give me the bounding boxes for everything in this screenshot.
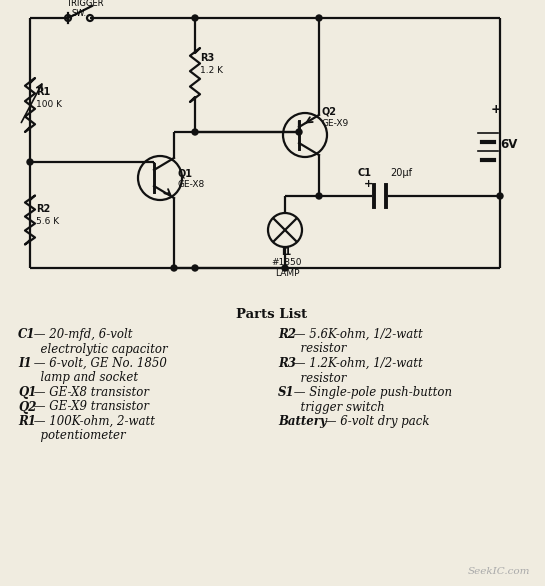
Text: 6V: 6V: [500, 138, 517, 151]
Circle shape: [192, 129, 198, 135]
Text: C1: C1: [358, 168, 372, 178]
Text: 1.2 K: 1.2 K: [200, 66, 223, 75]
Text: #1850: #1850: [271, 258, 301, 267]
Text: — 20-mfd, 6-volt: — 20-mfd, 6-volt: [31, 328, 133, 341]
Text: Q2: Q2: [322, 107, 337, 117]
Text: R1: R1: [18, 415, 36, 428]
Text: potentiometer: potentiometer: [18, 430, 126, 442]
Text: SeekIC.com: SeekIC.com: [468, 567, 530, 576]
Circle shape: [316, 15, 322, 21]
Text: R2: R2: [36, 204, 50, 214]
Text: Parts List: Parts List: [237, 308, 307, 321]
Circle shape: [192, 265, 198, 271]
Text: LAMP: LAMP: [275, 269, 300, 278]
Text: TRIGGER: TRIGGER: [66, 0, 104, 8]
Text: — GE-X9 transistor: — GE-X9 transistor: [31, 400, 149, 414]
Text: R3: R3: [278, 357, 296, 370]
Text: trigger switch: trigger switch: [278, 400, 385, 414]
Text: lamp and socket: lamp and socket: [18, 372, 138, 384]
Circle shape: [296, 129, 302, 135]
Text: R3: R3: [200, 53, 214, 63]
Text: +: +: [491, 103, 501, 116]
Text: 20μf: 20μf: [390, 168, 412, 178]
Text: +: +: [364, 179, 373, 189]
Text: Q1: Q1: [18, 386, 37, 399]
Text: 100 K: 100 K: [36, 100, 62, 109]
Text: GE-X9: GE-X9: [322, 119, 349, 128]
Text: — 1.2K-ohm, 1/2-watt: — 1.2K-ohm, 1/2-watt: [290, 357, 423, 370]
Circle shape: [316, 193, 322, 199]
Text: — 6-volt dry pack: — 6-volt dry pack: [322, 415, 430, 428]
Text: electrolytic capacitor: electrolytic capacitor: [18, 342, 168, 356]
Text: — GE-X8 transistor: — GE-X8 transistor: [31, 386, 149, 399]
Circle shape: [282, 265, 288, 271]
Text: C1: C1: [18, 328, 35, 341]
Text: S1: S1: [278, 386, 295, 399]
Text: — 6-volt, GE No. 1850: — 6-volt, GE No. 1850: [31, 357, 167, 370]
Text: resistor: resistor: [278, 372, 347, 384]
Text: — Single-pole push-button: — Single-pole push-button: [290, 386, 452, 399]
Text: GE-X8: GE-X8: [177, 180, 204, 189]
Text: — 5.6K-ohm, 1/2-watt: — 5.6K-ohm, 1/2-watt: [290, 328, 423, 341]
Circle shape: [497, 193, 503, 199]
Circle shape: [171, 265, 177, 271]
Text: R2: R2: [278, 328, 296, 341]
Circle shape: [27, 159, 33, 165]
Text: — 100K-ohm, 2-watt: — 100K-ohm, 2-watt: [31, 415, 155, 428]
Text: 5.6 K: 5.6 K: [36, 217, 59, 226]
Text: R1: R1: [36, 87, 50, 97]
Text: I1: I1: [18, 357, 32, 370]
Circle shape: [192, 15, 198, 21]
Text: SW.: SW.: [72, 9, 87, 18]
Text: resistor: resistor: [278, 342, 347, 356]
Text: I1: I1: [281, 247, 291, 257]
Text: Q2: Q2: [18, 400, 37, 414]
Text: Battery: Battery: [278, 415, 327, 428]
Text: Q1: Q1: [177, 168, 192, 178]
